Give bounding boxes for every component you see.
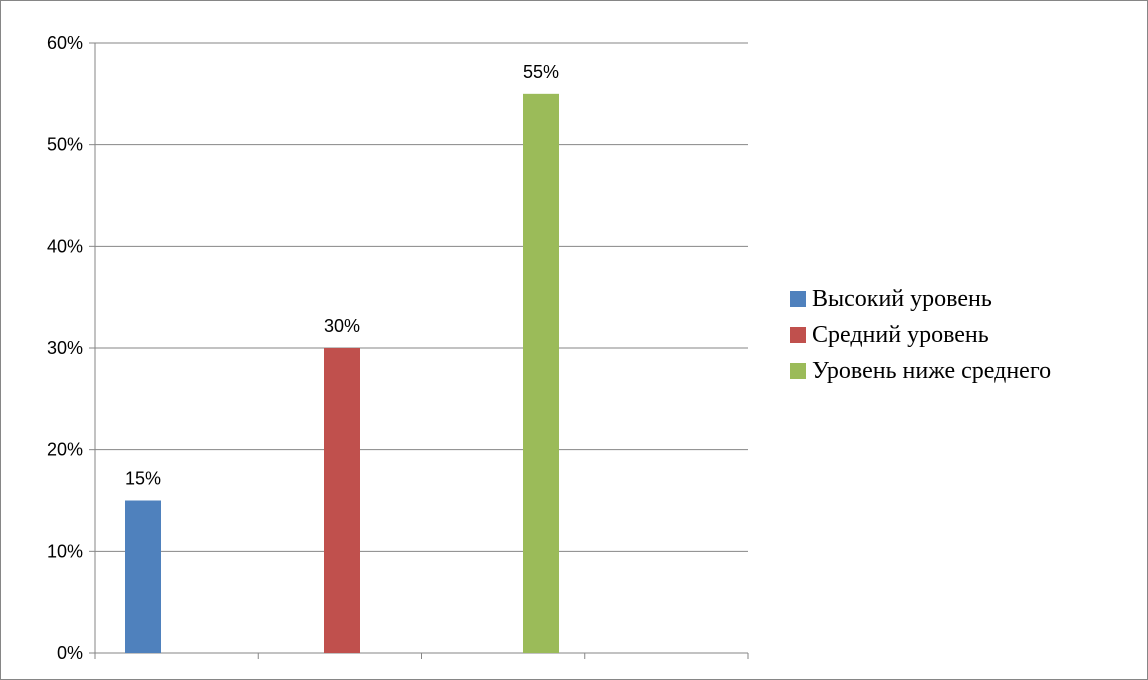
bar-0: [125, 500, 161, 653]
bars: [125, 93, 559, 654]
y-tick-label-6: 60%: [47, 33, 83, 53]
legend-label-high: Высокий уровень: [812, 285, 992, 312]
data-label-2: 55%: [523, 62, 559, 82]
y-tick-label-3: 30%: [47, 338, 83, 358]
legend-swatch-medium: [790, 327, 806, 343]
y-tick-label-1: 10%: [47, 541, 83, 561]
gridlines: [95, 42, 748, 552]
y-tick-label-4: 40%: [47, 236, 83, 256]
legend-item-high: Высокий уровень: [790, 282, 1051, 316]
legend-label-medium: Средний уровень: [812, 321, 989, 348]
legend: Высокий уровень Средний уровень Уровень …: [790, 282, 1051, 390]
y-tick-label-2: 20%: [47, 440, 83, 460]
y-tick-label-5: 50%: [47, 135, 83, 155]
bar-1: [324, 348, 360, 653]
bar-2: [523, 93, 559, 654]
legend-item-medium: Средний уровень: [790, 318, 1051, 352]
y-axis-tick-labels: 0% 10% 20% 30% 40% 50% 60%: [47, 33, 83, 663]
data-labels: 15% 30% 55%: [125, 62, 559, 489]
y-tick-label-0: 0%: [57, 643, 83, 663]
data-label-0: 15%: [125, 469, 161, 489]
axes: [89, 42, 749, 659]
legend-item-below-average: Уровень ниже среднего: [790, 354, 1051, 388]
legend-swatch-below-average: [790, 363, 806, 379]
data-label-1: 30%: [324, 316, 360, 336]
legend-label-below-average: Уровень ниже среднего: [812, 357, 1052, 384]
legend-swatch-high: [790, 291, 806, 307]
